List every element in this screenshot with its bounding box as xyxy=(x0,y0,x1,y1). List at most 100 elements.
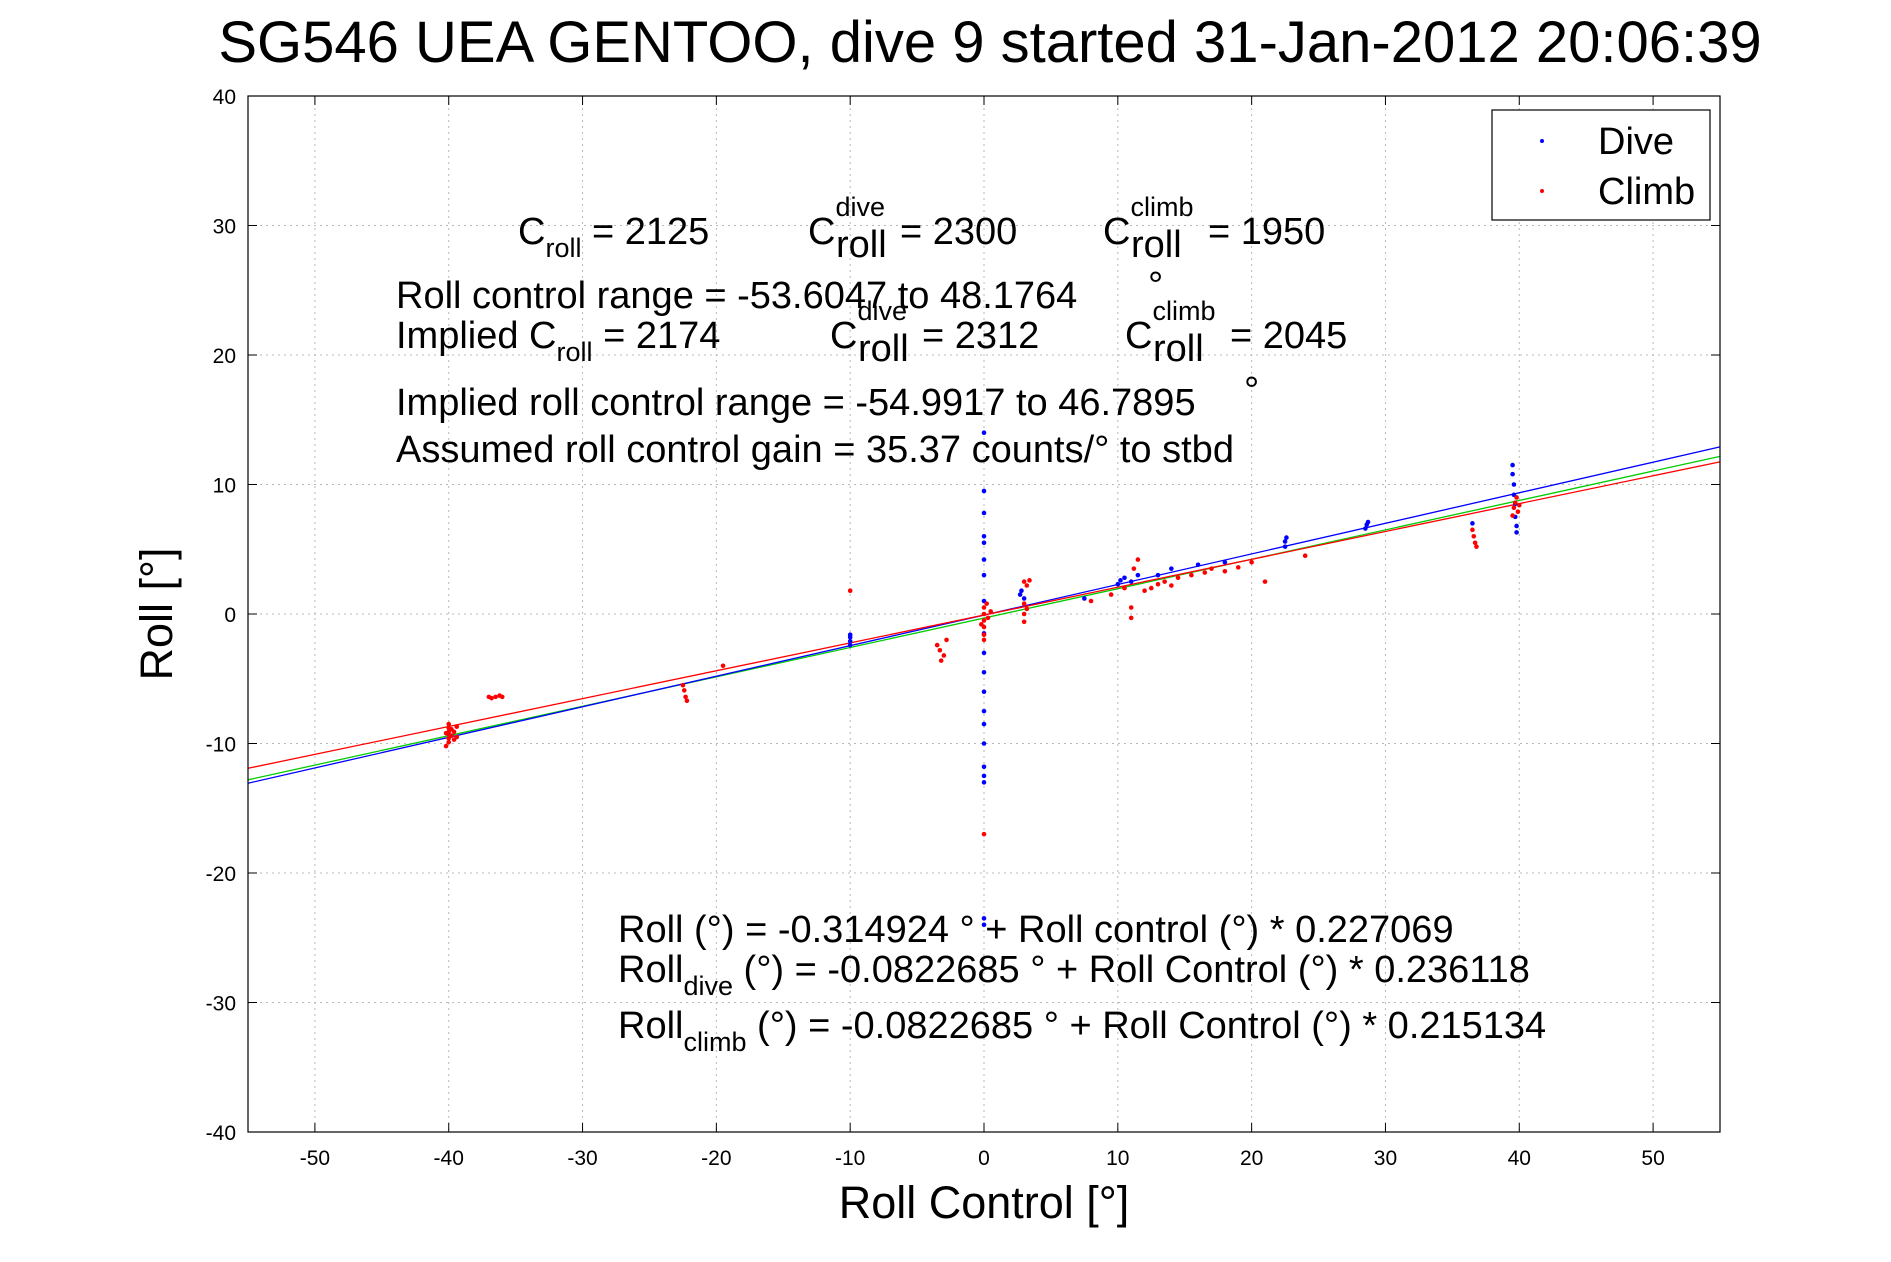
dive-point xyxy=(1155,572,1161,578)
climb-point xyxy=(1135,557,1141,562)
dive-point xyxy=(847,642,853,648)
climb-point xyxy=(1128,605,1134,610)
dive-point xyxy=(1510,462,1515,468)
dive-point xyxy=(1282,539,1288,544)
croll-annotation: Croll = 2125 xyxy=(518,211,709,263)
climb-point xyxy=(451,729,457,735)
dive-point xyxy=(981,540,987,546)
climb-point xyxy=(1202,570,1208,575)
climb-point xyxy=(454,724,460,729)
x-tick-label: -10 xyxy=(835,1147,865,1170)
climb-point xyxy=(1470,527,1475,533)
implied-climb-value: = 2045 xyxy=(1230,315,1347,357)
grid xyxy=(248,96,1720,1132)
x-tick-label: 50 xyxy=(1641,1147,1664,1170)
dive-point xyxy=(981,669,987,675)
y-axis-label: Roll [°] xyxy=(131,547,182,680)
dive-point xyxy=(1115,581,1121,587)
dive-point xyxy=(1284,535,1289,540)
x-axis-label: Roll Control [°] xyxy=(839,1177,1130,1228)
gain-annotation: Assumed roll control gain = 35.37 counts… xyxy=(396,429,1234,471)
climb-point xyxy=(1148,585,1154,591)
data-points xyxy=(443,430,1522,928)
dive-point xyxy=(981,534,987,539)
y-tick-label: 10 xyxy=(213,475,236,498)
climb-point xyxy=(1108,592,1114,597)
y-tick-label: 20 xyxy=(213,345,236,368)
dive-point xyxy=(981,773,987,779)
climb-point xyxy=(720,663,726,669)
climb-point xyxy=(938,658,944,663)
croll-climb-sub: roll xyxy=(1131,224,1182,266)
climb-point xyxy=(1516,502,1522,508)
climb-point xyxy=(988,609,993,614)
climb-point xyxy=(443,743,449,749)
climb-point xyxy=(981,632,987,638)
climb-point xyxy=(1142,588,1147,593)
x-tick-label: 30 xyxy=(1374,1147,1397,1170)
implied-climb-sub: roll xyxy=(1153,328,1204,370)
implied-croll-annotation: Implied Croll = 2174 xyxy=(396,315,720,367)
climb-point xyxy=(1024,583,1030,588)
y-tick-label: -30 xyxy=(206,993,236,1016)
climb-point xyxy=(1088,598,1094,604)
climb-point xyxy=(681,688,687,693)
climb-point xyxy=(937,647,943,653)
climb-point xyxy=(1027,578,1032,583)
croll-climb-value: = 1950 xyxy=(1208,211,1325,253)
climb-point xyxy=(1262,579,1268,584)
climb-point xyxy=(1474,544,1479,549)
dive-point xyxy=(981,650,987,656)
dive-point xyxy=(1514,530,1519,535)
fit-line-overall xyxy=(247,455,1721,781)
climb-point xyxy=(1510,513,1515,518)
climb-point xyxy=(684,698,690,704)
dive-point xyxy=(981,922,987,928)
fit-equation-climb: Rollclimb (°) = -0.0822685 ° + Roll Cont… xyxy=(618,1005,1546,1057)
climb-point xyxy=(489,695,494,701)
climb-point xyxy=(1175,575,1181,581)
legend: Dive Climb xyxy=(1491,109,1711,221)
climb-point xyxy=(1302,553,1308,559)
climb-point xyxy=(941,653,947,658)
x-tick-label: -30 xyxy=(567,1147,597,1170)
climb-point xyxy=(1122,585,1127,591)
y-tick-label: -10 xyxy=(206,734,236,757)
x-tick-label: 10 xyxy=(1106,1147,1129,1170)
climb-point xyxy=(683,694,688,700)
climb-point xyxy=(446,739,452,745)
y-tick-label: 40 xyxy=(213,86,236,109)
climb-point xyxy=(454,734,460,740)
climb-point xyxy=(1235,565,1241,570)
climb-point xyxy=(1024,606,1030,612)
climb-point xyxy=(1222,568,1228,574)
dive-point xyxy=(1118,578,1123,583)
dive-point xyxy=(1363,526,1368,531)
croll-dive-sub: roll xyxy=(836,224,887,266)
dive-point xyxy=(981,488,987,494)
climb-point xyxy=(1511,505,1517,511)
croll-dive-value: = 2300 xyxy=(900,211,1017,253)
dive-point xyxy=(981,557,987,562)
implied-range-annotation: Implied roll control range = -54.9917 to… xyxy=(396,382,1196,424)
climb-point xyxy=(847,588,853,593)
y-tick-label: 30 xyxy=(213,216,236,239)
climb-point xyxy=(981,831,987,837)
climb-point xyxy=(1512,500,1518,505)
climb-point xyxy=(981,637,987,643)
y-tick-label: -40 xyxy=(206,1122,236,1145)
climb-point xyxy=(985,615,991,621)
implied-dive-value: = 2312 xyxy=(922,315,1039,357)
x-tick-label: -50 xyxy=(300,1147,330,1170)
climb-point xyxy=(1169,583,1174,588)
climb-point xyxy=(493,694,498,700)
dive-point xyxy=(1514,523,1519,529)
climb-point xyxy=(680,682,686,688)
climb-point xyxy=(1162,579,1167,584)
implied-dive-annotation: Cdive xyxy=(830,296,907,357)
axis-ticks: -50 -40 -30 -20 -10 0 10 20 30 40 50 -40 -30 -20 -10 0 1… xyxy=(206,86,1720,1170)
x-tick-label: -40 xyxy=(434,1147,464,1170)
x-tick-label: 0 xyxy=(978,1147,990,1170)
dive-point xyxy=(847,638,853,644)
